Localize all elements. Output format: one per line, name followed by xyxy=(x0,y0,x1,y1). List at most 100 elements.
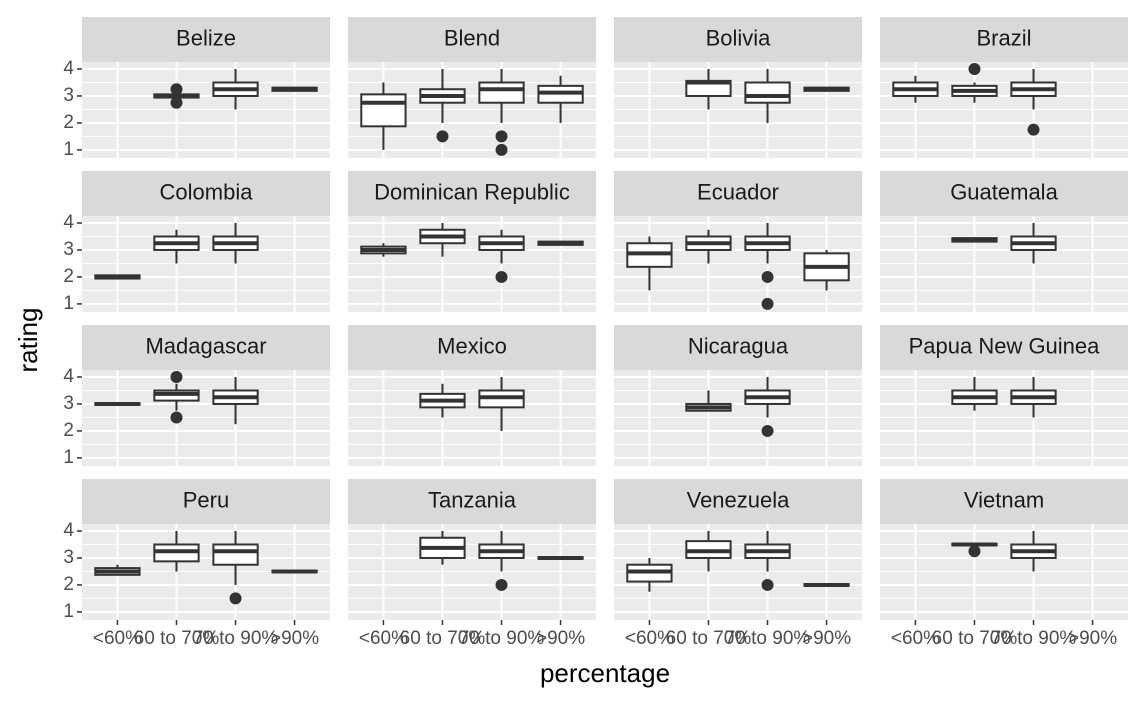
strip-label: Papua New Guinea xyxy=(909,333,1101,358)
panel-background xyxy=(348,370,596,466)
strip-background xyxy=(82,479,330,524)
strip-label: Ecuador xyxy=(697,179,779,204)
x-tick-label: <60% xyxy=(625,628,674,649)
outlier xyxy=(761,297,774,310)
y-tick-label: 2 xyxy=(63,266,74,287)
x-tick-label: 60 to 70% xyxy=(134,628,220,649)
outlier xyxy=(495,270,508,283)
strip-background xyxy=(82,325,330,370)
outlier xyxy=(968,545,981,558)
y-tick-label: 2 xyxy=(63,112,74,133)
panel-background xyxy=(880,524,1128,620)
strip-label: Brazil xyxy=(976,25,1031,50)
x-axis-title: percentage xyxy=(540,658,670,688)
x-tick-label: >90% xyxy=(270,628,319,649)
strip-label: Tanzania xyxy=(428,487,517,512)
strip-background xyxy=(614,17,862,62)
y-tick-label: 3 xyxy=(63,547,74,568)
y-tick-label: 1 xyxy=(63,601,74,622)
strip-label: Mexico xyxy=(437,333,507,358)
y-tick-label: 3 xyxy=(63,85,74,106)
y-tick-label: 4 xyxy=(63,366,74,387)
strip-label: Venezuela xyxy=(687,487,791,512)
x-tick-label: <60% xyxy=(93,628,142,649)
outlier xyxy=(229,592,242,605)
outlier xyxy=(761,578,774,591)
x-tick-label: 70 to 90% xyxy=(193,628,279,649)
strip-label: Colombia xyxy=(160,179,254,204)
strip-label: Peru xyxy=(183,487,229,512)
y-tick-label: 3 xyxy=(63,239,74,260)
strip-label: Madagascar xyxy=(145,333,266,358)
x-tick-label: >90% xyxy=(802,628,851,649)
outlier xyxy=(170,83,183,96)
box xyxy=(744,81,791,104)
x-tick-label: 60 to 70% xyxy=(666,628,752,649)
strip-label: Blend xyxy=(444,25,500,50)
strip-background xyxy=(348,17,596,62)
panel-background xyxy=(880,216,1128,312)
x-tick-label: 60 to 70% xyxy=(400,628,486,649)
outlier xyxy=(968,63,981,76)
y-tick-label: 2 xyxy=(63,574,74,595)
strip-label: Belize xyxy=(176,25,236,50)
outlier xyxy=(495,578,508,591)
strip-background xyxy=(348,171,596,216)
x-tick-label: <60% xyxy=(359,628,408,649)
y-tick-label: 3 xyxy=(63,393,74,414)
y-tick-label: 4 xyxy=(63,212,74,233)
outlier xyxy=(170,96,183,109)
y-tick-label: 1 xyxy=(63,139,74,160)
y-tick-label: 4 xyxy=(63,58,74,79)
outlier xyxy=(170,371,183,384)
strip-label: Bolivia xyxy=(706,25,772,50)
strip-background xyxy=(880,17,1128,62)
y-tick-label: 1 xyxy=(63,293,74,314)
box xyxy=(360,93,407,128)
y-tick-label: 1 xyxy=(63,447,74,468)
panel-background xyxy=(82,62,330,158)
strip-background xyxy=(614,171,862,216)
outlier xyxy=(1027,123,1040,136)
x-tick-label: >90% xyxy=(536,628,585,649)
x-tick-label: <60% xyxy=(891,628,940,649)
x-tick-label: >90% xyxy=(1068,628,1117,649)
strip-background xyxy=(880,479,1128,524)
panel-background xyxy=(880,62,1128,158)
x-tick-label: 70 to 90% xyxy=(725,628,811,649)
panel-background xyxy=(348,524,596,620)
outlier xyxy=(170,411,183,424)
strip-background xyxy=(880,171,1128,216)
strip-label: Dominican Republic xyxy=(374,179,570,204)
x-tick-label: 70 to 90% xyxy=(991,628,1077,649)
strip-label: Nicaragua xyxy=(688,333,789,358)
x-tick-label: 70 to 90% xyxy=(459,628,545,649)
strip-label: Vietnam xyxy=(964,487,1044,512)
strip-background xyxy=(82,17,330,62)
strip-background xyxy=(348,479,596,524)
box xyxy=(212,543,259,566)
y-tick-label: 2 xyxy=(63,420,74,441)
outlier xyxy=(495,143,508,156)
strip-background xyxy=(614,325,862,370)
panel-background xyxy=(348,216,596,312)
panel-background xyxy=(614,370,862,466)
outlier xyxy=(761,424,774,437)
panel-background xyxy=(614,62,862,158)
strip-background xyxy=(880,325,1128,370)
strip-label: Guatemala xyxy=(950,179,1058,204)
strip-background xyxy=(348,325,596,370)
panel-background xyxy=(82,216,330,312)
y-axis-title: rating xyxy=(13,307,43,372)
y-tick-label: 4 xyxy=(63,520,74,541)
x-tick-label: 60 to 70% xyxy=(932,628,1018,649)
outlier xyxy=(495,130,508,143)
strip-background xyxy=(614,479,862,524)
panel-background xyxy=(82,370,330,466)
panel-background xyxy=(880,370,1128,466)
box xyxy=(478,81,525,104)
outlier xyxy=(436,130,449,143)
strip-background xyxy=(82,171,330,216)
outlier xyxy=(761,270,774,283)
